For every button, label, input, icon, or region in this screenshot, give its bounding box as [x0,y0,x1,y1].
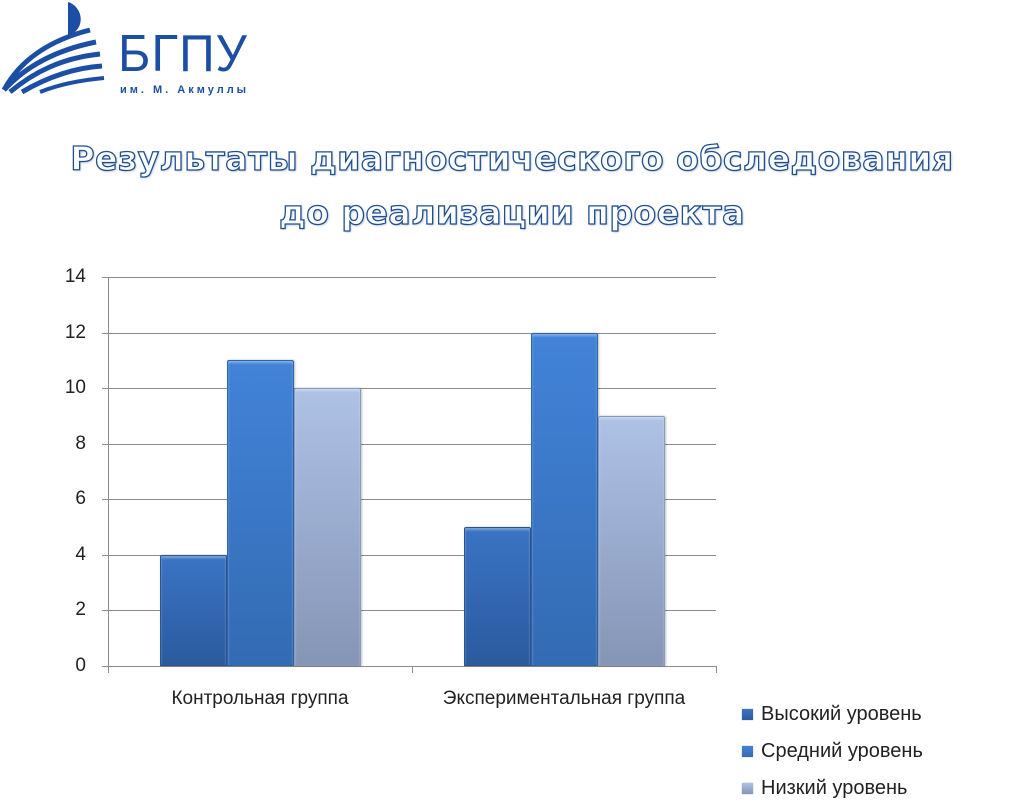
bar-mid [226,360,294,666]
legend-swatch-mid [742,746,753,757]
y-tick-label: 0 [75,655,86,676]
legend-label: Высокий уровень [761,703,922,725]
legend: Высокий уровень Средний уровень Низкий у… [742,696,923,807]
y-tick [102,277,108,278]
title-line-2: до реализации проекта [278,192,745,232]
y-tick-label: 4 [75,543,86,565]
logo-subtitle: им. М. Акмуллы [120,84,250,96]
y-tick-label: 6 [75,488,86,510]
y-tick [102,666,108,667]
y-tick-label: 2 [75,599,86,621]
y-tick-label: 8 [75,432,86,454]
legend-label: Низкий уровень [761,777,908,799]
y-tick [102,443,108,445]
bar-high [159,554,227,666]
legend-item-high: Высокий уровень [742,696,923,733]
bar-low [293,388,361,666]
gridline [108,499,716,501]
y-tick-label: 14 [64,266,86,287]
logo-wave-icon [1,2,105,95]
legend-swatch-high [742,709,753,720]
gridline [108,610,716,612]
gridline [108,332,716,334]
x-tick [716,666,717,673]
y-tick-label: 12 [64,321,86,343]
y-tick [102,554,108,556]
y-axis [108,277,109,672]
university-logo: БГПУ им. М. Акмуллы [0,0,270,105]
legend-item-mid: Средний уровень [742,733,923,770]
x-category-label: Контрольная группа [171,688,349,709]
y-tick-label: 10 [64,377,86,399]
bar-high [463,527,531,666]
plot-area [102,277,717,673]
gridline [108,554,716,556]
y-tick [102,499,108,501]
legend-label: Средний уровень [761,740,923,762]
y-tick [102,388,108,390]
x-tick [412,666,413,673]
bar-low [597,415,665,666]
x-category-label: Экспериментальная группа [442,688,686,709]
legend-item-low: Низкий уровень [742,770,923,807]
logo-name: БГПУ [118,25,248,83]
y-tick [102,332,108,334]
gridline [108,443,716,445]
bar-mid [530,332,598,666]
gridline [108,388,716,390]
bar-chart: 0 2 4 6 8 10 12 14 Контрольная группа Эксперимен… [0,260,1024,800]
slide-title: Результаты диагностического обследования… [0,132,1024,240]
gridline [108,277,716,278]
x-tick [108,666,109,673]
legend-swatch-low [742,783,753,794]
title-line-1: Результаты диагностического обследования [70,138,954,178]
y-tick [102,610,108,612]
